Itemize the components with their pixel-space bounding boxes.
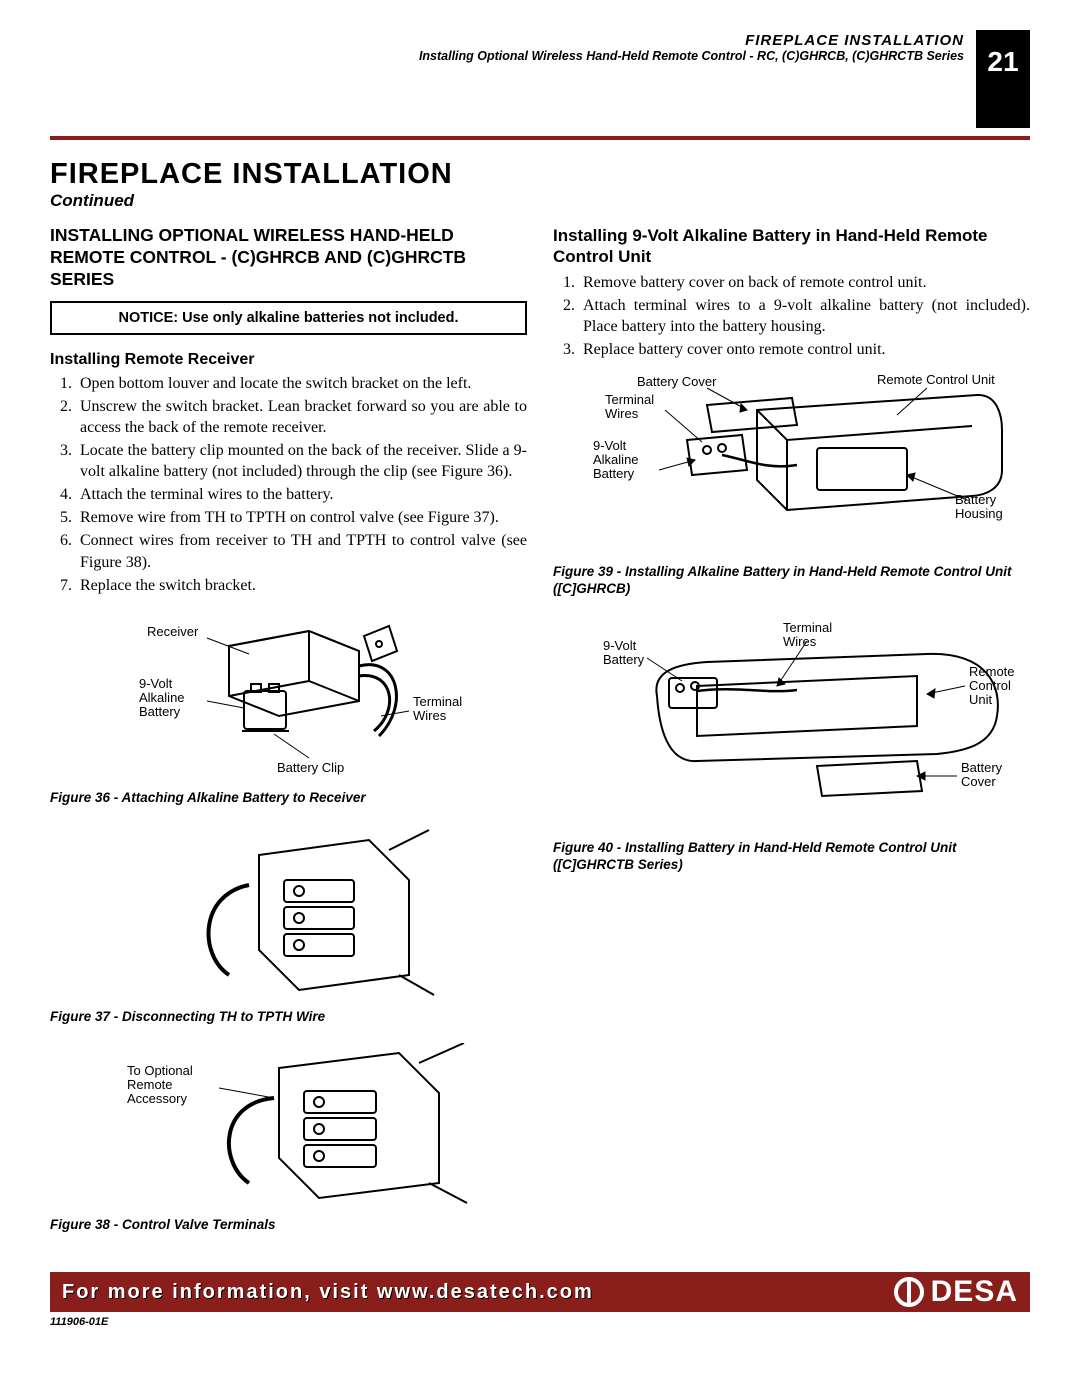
- figure-39: Battery Cover TerminalWires 9-VoltAlkali…: [553, 370, 1030, 598]
- fig36-caption: Figure 36 - Attaching Alkaline Battery t…: [50, 790, 527, 807]
- header-text: FIREPLACE INSTALLATION Installing Option…: [50, 30, 976, 63]
- step: Replace battery cover onto remote contro…: [579, 339, 1030, 360]
- continued-label: Continued: [50, 191, 1030, 211]
- right-column: Installing 9-Volt Alkaline Battery in Ha…: [553, 225, 1030, 1252]
- step: Open bottom louver and locate the switch…: [76, 373, 527, 394]
- fig36-label-wires: TerminalWires: [413, 694, 462, 723]
- desa-logo-icon: [891, 1277, 927, 1307]
- fig38-caption: Figure 38 - Control Valve Terminals: [50, 1217, 527, 1234]
- fig40-label-rcu: RemoteControlUnit: [969, 664, 1015, 707]
- page: FIREPLACE INSTALLATION Installing Option…: [0, 0, 1080, 1348]
- right-sub-head: Installing 9-Volt Alkaline Battery in Ha…: [553, 225, 1030, 268]
- figure-37: Figure 37 - Disconnecting TH to TPTH Wir…: [50, 825, 527, 1026]
- left-steps: Open bottom louver and locate the switch…: [50, 373, 527, 596]
- footer-logo-text: DESA: [931, 1275, 1018, 1309]
- figure-36: Receiver 9-VoltAlkalineBattery Battery C…: [50, 606, 527, 807]
- step: Attach the terminal wires to the battery…: [76, 484, 527, 505]
- figure-40-svg: 9-VoltBattery TerminalWires RemoteContro…: [557, 616, 1027, 836]
- footer-text: For more information, visit www.desatech…: [62, 1281, 891, 1304]
- fig40-label-cover: BatteryCover: [961, 760, 1003, 789]
- left-sub-head: Installing Remote Receiver: [50, 351, 527, 369]
- fig37-caption: Figure 37 - Disconnecting TH to TPTH Wir…: [50, 1009, 527, 1026]
- step: Connect wires from receiver to TH and TP…: [76, 530, 527, 572]
- page-number-box: 21: [976, 30, 1030, 128]
- doc-id: 111906-01E: [50, 1312, 1030, 1328]
- fig36-label-receiver: Receiver: [147, 624, 199, 639]
- left-section-head: INSTALLING OPTIONAL WIRELESS HAND-HELD R…: [50, 225, 527, 291]
- left-column: INSTALLING OPTIONAL WIRELESS HAND-HELD R…: [50, 225, 527, 1252]
- header-subtitle: Installing Optional Wireless Hand-Held R…: [50, 49, 964, 63]
- figure-39-svg: Battery Cover TerminalWires 9-VoltAlkali…: [557, 370, 1027, 560]
- step: Replace the switch bracket.: [76, 575, 527, 596]
- step: Attach terminal wires to a 9-volt alkali…: [579, 295, 1030, 337]
- fig40-label-battery: 9-VoltBattery: [603, 638, 645, 667]
- header-section-title: FIREPLACE INSTALLATION: [50, 32, 964, 49]
- fig36-label-clip: Battery Clip: [277, 760, 344, 775]
- columns: INSTALLING OPTIONAL WIRELESS HAND-HELD R…: [50, 225, 1030, 1252]
- notice-box: NOTICE: Use only alkaline batteries not …: [50, 301, 527, 335]
- fig39-label-battery: 9-VoltAlkalineBattery: [593, 438, 639, 481]
- step: Unscrew the switch bracket. Lean bracket…: [76, 396, 527, 438]
- step: Remove battery cover on back of remote c…: [579, 272, 1030, 293]
- fig39-caption: Figure 39 - Installing Alkaline Battery …: [553, 564, 1030, 598]
- figure-38-svg: To OptionalRemoteAccessory: [89, 1043, 489, 1213]
- page-number: 21: [987, 46, 1018, 78]
- fig38-label: To OptionalRemoteAccessory: [127, 1063, 193, 1106]
- fig39-label-rcu: Remote Control Unit: [877, 372, 995, 387]
- fig39-label-cover: Battery Cover: [637, 374, 717, 389]
- fig40-caption: Figure 40 - Installing Battery in Hand-H…: [553, 840, 1030, 874]
- footer-logo: DESA: [891, 1275, 1018, 1309]
- footer-bar: For more information, visit www.desatech…: [50, 1272, 1030, 1312]
- main-heading: FIREPLACE INSTALLATION: [50, 158, 1030, 191]
- figure-36-svg: Receiver 9-VoltAlkalineBattery Battery C…: [79, 606, 499, 786]
- fig36-label-battery: 9-VoltAlkalineBattery: [139, 676, 185, 719]
- figure-38: To OptionalRemoteAccessory Figure 38 - C…: [50, 1043, 527, 1234]
- figure-37-svg: [139, 825, 439, 1005]
- step: Remove wire from TH to TPTH on control v…: [76, 507, 527, 528]
- figure-40: 9-VoltBattery TerminalWires RemoteContro…: [553, 616, 1030, 874]
- right-steps: Remove battery cover on back of remote c…: [553, 272, 1030, 360]
- red-rule: [50, 136, 1030, 140]
- header-block: FIREPLACE INSTALLATION Installing Option…: [50, 30, 1030, 128]
- fig39-label-housing: BatteryHousing: [955, 492, 1003, 521]
- fig39-label-wires: TerminalWires: [605, 392, 654, 421]
- fig40-label-wires: TerminalWires: [783, 620, 832, 649]
- step: Locate the battery clip mounted on the b…: [76, 440, 527, 482]
